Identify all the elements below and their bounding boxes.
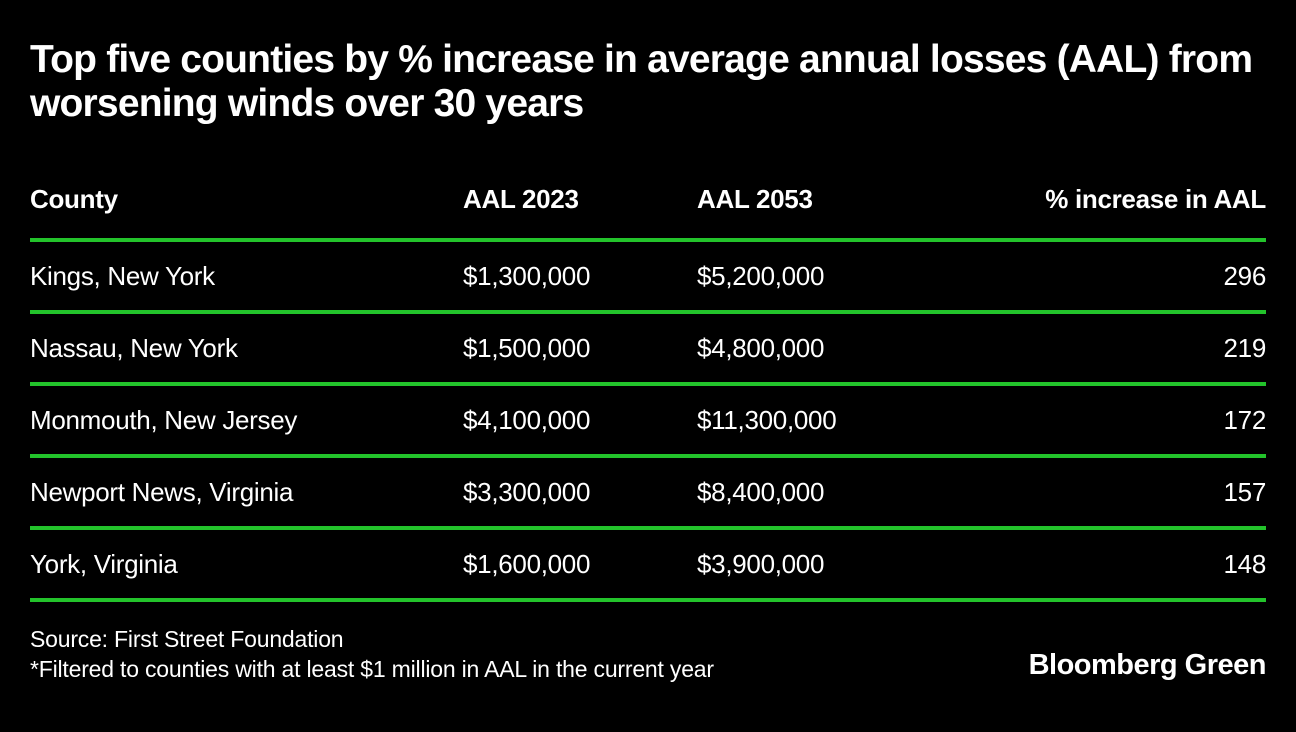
- column-header-aal-2023: AAL 2023: [463, 184, 579, 214]
- cell-aal-2023: $3,300,000: [463, 476, 591, 507]
- column-header-county: County: [30, 184, 118, 214]
- cell-aal-2023: $1,600,000: [463, 548, 591, 579]
- cell-pct-increase: 296: [1223, 260, 1267, 291]
- cell-pct-increase: 157: [1223, 476, 1267, 507]
- cell-aal-2053: $3,900,000: [697, 548, 825, 579]
- cell-pct-increase: 148: [1223, 548, 1267, 579]
- chart-title: Top five counties by % increase in avera…: [30, 38, 1253, 125]
- source-text: Source: First Street Foundation: [30, 626, 344, 652]
- footnote-text: *Filtered to counties with at least $1 m…: [30, 656, 714, 682]
- cell-pct-increase: 219: [1223, 332, 1267, 363]
- cell-aal-2023: $4,100,000: [463, 404, 591, 435]
- table-row: Newport News, Virginia $3,300,000 $8,400…: [30, 458, 1266, 530]
- table-row: Kings, New York $1,300,000 $5,200,000 29…: [30, 242, 1266, 314]
- table-row: Nassau, New York $1,500,000 $4,800,000 2…: [30, 314, 1266, 386]
- column-header-pct-increase: % increase in AAL: [1045, 184, 1266, 214]
- cell-aal-2023: $1,500,000: [463, 332, 591, 363]
- cell-aal-2023: $1,300,000: [463, 260, 591, 291]
- cell-county: Nassau, New York: [30, 332, 238, 363]
- cell-aal-2053: $5,200,000: [697, 260, 825, 291]
- aal-table: County AAL 2023 AAL 2053 % increase in A…: [30, 184, 1266, 602]
- cell-aal-2053: $4,800,000: [697, 332, 825, 363]
- table-row: Monmouth, New Jersey $4,100,000 $11,300,…: [30, 386, 1266, 458]
- cell-county: Newport News, Virginia: [30, 476, 294, 507]
- cell-county: York, Virginia: [30, 548, 178, 579]
- table-row: York, Virginia $1,600,000 $3,900,000 148: [30, 530, 1266, 602]
- cell-aal-2053: $11,300,000: [697, 404, 837, 435]
- cell-aal-2053: $8,400,000: [697, 476, 825, 507]
- cell-county: Kings, New York: [30, 260, 215, 291]
- cell-pct-increase: 172: [1223, 404, 1267, 435]
- column-header-aal-2053: AAL 2053: [697, 184, 813, 214]
- cell-county: Monmouth, New Jersey: [30, 404, 298, 435]
- table-header-row: County AAL 2023 AAL 2053 % increase in A…: [30, 184, 1266, 242]
- bloomberg-green-logo: Bloomberg Green: [1028, 649, 1267, 681]
- footer-notes: Source: First Street Foundation *Filtere…: [30, 624, 714, 684]
- chart-footer: Source: First Street Foundation *Filtere…: [30, 624, 1267, 684]
